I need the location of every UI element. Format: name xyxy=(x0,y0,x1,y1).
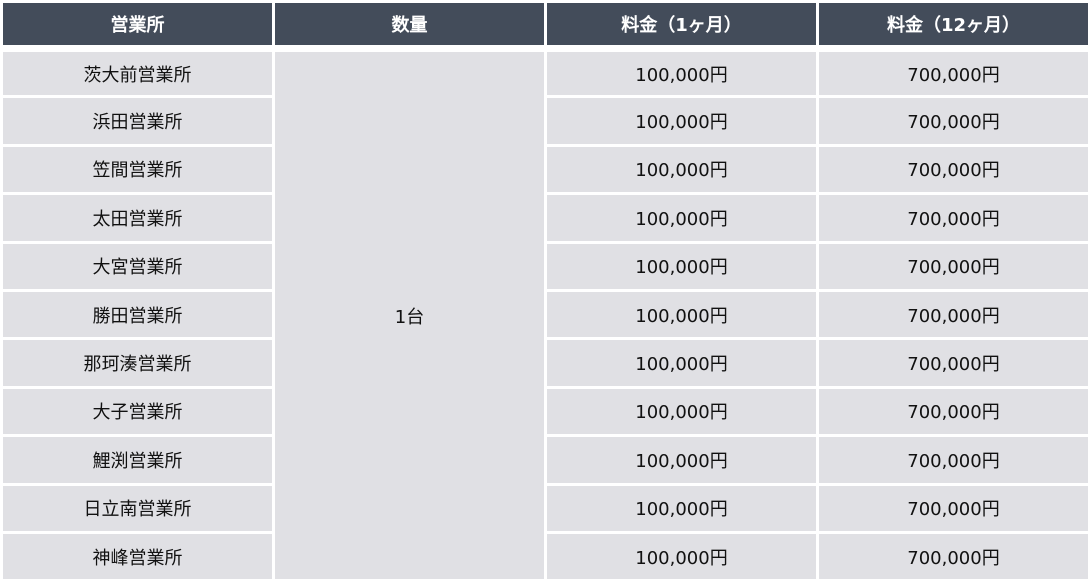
monthly-fee-cell: 100,000円 xyxy=(547,195,816,241)
office-cell: 神峰営業所 xyxy=(3,533,272,580)
pricing-table: 営業所 数量 料金（1ヶ月） 料金（12ヶ月） 1台 茨大前営業所 100,000… xyxy=(3,3,1088,580)
office-cell: 那珂湊営業所 xyxy=(3,340,272,386)
yearly-fee-cell: 700,000円 xyxy=(819,291,1088,338)
header-quantity: 数量 xyxy=(275,3,544,45)
monthly-fee-cell: 100,000円 xyxy=(547,98,816,144)
office-cell: 笠間営業所 xyxy=(3,146,272,193)
yearly-fee-cell: 700,000円 xyxy=(819,340,1088,386)
office-cell: 鯉渕営業所 xyxy=(3,437,272,483)
header-office: 営業所 xyxy=(3,3,272,45)
office-cell: 茨大前営業所 xyxy=(3,52,272,96)
yearly-fee-cell: 700,000円 xyxy=(819,195,1088,241)
yearly-fee-cell: 700,000円 xyxy=(819,388,1088,435)
monthly-fee-cell: 100,000円 xyxy=(547,533,816,580)
monthly-fee-cell: 100,000円 xyxy=(547,340,816,386)
monthly-fee-cell: 100,000円 xyxy=(547,437,816,483)
quantity-cell: 1台 xyxy=(275,52,544,580)
office-cell: 大宮営業所 xyxy=(3,243,272,289)
yearly-fee-cell: 700,000円 xyxy=(819,146,1088,193)
office-cell: 日立南営業所 xyxy=(3,485,272,531)
header-yearly-fee: 料金（12ヶ月） xyxy=(819,3,1088,45)
monthly-fee-cell: 100,000円 xyxy=(547,243,816,289)
monthly-fee-cell: 100,000円 xyxy=(547,291,816,338)
office-cell: 太田営業所 xyxy=(3,195,272,241)
monthly-fee-cell: 100,000円 xyxy=(547,388,816,435)
office-cell: 浜田営業所 xyxy=(3,98,272,144)
office-cell: 勝田営業所 xyxy=(3,291,272,338)
office-cell: 大子営業所 xyxy=(3,388,272,435)
yearly-fee-cell: 700,000円 xyxy=(819,52,1088,96)
yearly-fee-cell: 700,000円 xyxy=(819,533,1088,580)
monthly-fee-cell: 100,000円 xyxy=(547,485,816,531)
yearly-fee-cell: 700,000円 xyxy=(819,437,1088,483)
yearly-fee-cell: 700,000円 xyxy=(819,98,1088,144)
monthly-fee-cell: 100,000円 xyxy=(547,52,816,96)
yearly-fee-cell: 700,000円 xyxy=(819,485,1088,531)
yearly-fee-cell: 700,000円 xyxy=(819,243,1088,289)
monthly-fee-cell: 100,000円 xyxy=(547,146,816,193)
header-monthly-fee: 料金（1ヶ月） xyxy=(547,3,816,45)
